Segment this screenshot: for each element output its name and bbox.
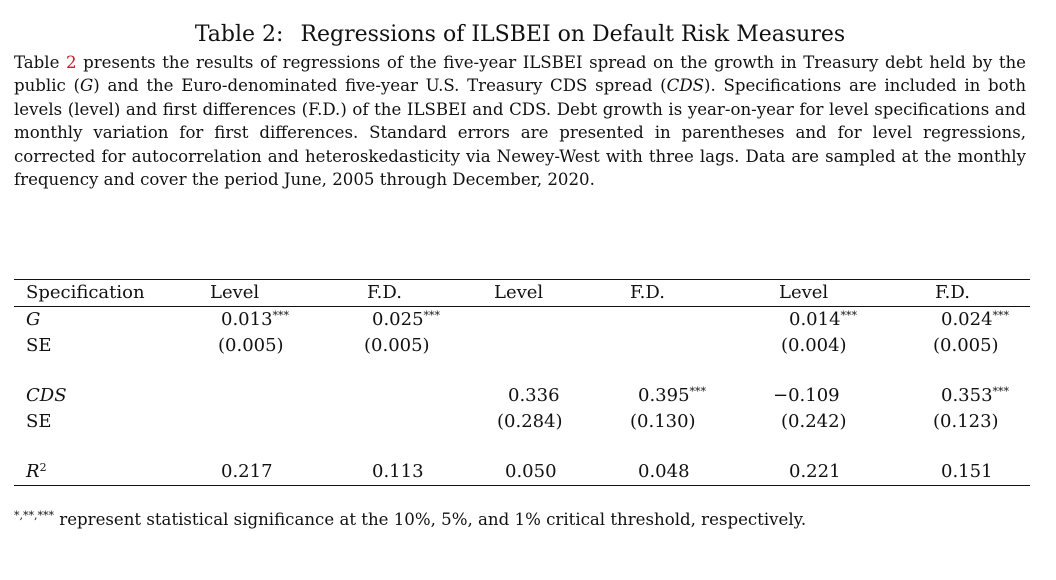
cell-r2-1: 0.217 bbox=[221, 461, 273, 482]
table-footnote: *,**,*** represent statistical significa… bbox=[14, 510, 806, 529]
cell-cds-4: 0.395*** bbox=[638, 385, 707, 406]
table-row-se-g: SE (0.005) (0.005) (0.004) (0.005) bbox=[14, 333, 1030, 359]
header-col-2: F.D. bbox=[367, 282, 402, 303]
row-label-cds: CDS bbox=[26, 385, 67, 406]
table-row-g: G 0.013*** 0.025*** 0.014*** 0.024*** bbox=[14, 307, 1030, 333]
cell-cds-6: 0.353*** bbox=[941, 385, 1010, 406]
caption-title: Regressions of ILSBEI on Default Risk Me… bbox=[300, 22, 846, 47]
cell-cds-3: 0.336 bbox=[508, 385, 560, 406]
caption-label: Table 2: bbox=[194, 22, 284, 47]
table-spacer-row bbox=[14, 359, 1030, 383]
cell-r2-3: 0.050 bbox=[505, 461, 557, 482]
table-row-cds: CDS 0.336 0.395*** −0.109 0.353*** bbox=[14, 383, 1030, 409]
description-symbol-cds: CDS bbox=[666, 76, 705, 96]
cell-se-g-6: (0.005) bbox=[933, 335, 999, 356]
regression-table: Specification Level F.D. Level F.D. Leve… bbox=[14, 279, 1030, 486]
row-label-se-cds: SE bbox=[26, 411, 52, 432]
table-spacer-row-2 bbox=[14, 435, 1030, 459]
header-col-6: F.D. bbox=[935, 282, 970, 303]
table-bottom-rule bbox=[14, 485, 1030, 486]
description-symbol-g: G bbox=[80, 76, 94, 96]
cell-g-1: 0.013*** bbox=[221, 309, 290, 330]
description-part-1: presents the results of regressions of t… bbox=[14, 53, 1026, 96]
header-col-5: Level bbox=[779, 282, 829, 303]
cell-se-g-2: (0.005) bbox=[364, 335, 430, 356]
header-col-1: Level bbox=[210, 282, 260, 303]
header-col-4: F.D. bbox=[630, 282, 665, 303]
table-header-row: Specification Level F.D. Level F.D. Leve… bbox=[14, 280, 1030, 306]
cell-se-cds-4: (0.130) bbox=[630, 411, 696, 432]
cell-cds-5: −0.109 bbox=[773, 385, 840, 406]
table-description: Table 2 presents the results of regressi… bbox=[14, 51, 1026, 191]
table-caption: Table 2: Regressions of ILSBEI on Defaul… bbox=[14, 0, 1026, 48]
row-label-r2: R2 bbox=[26, 461, 47, 482]
table-mid-rule bbox=[14, 306, 1030, 307]
table-row-se-cds: SE (0.284) (0.130) (0.242) (0.123) bbox=[14, 409, 1030, 435]
cell-se-g-1: (0.005) bbox=[218, 335, 284, 356]
cell-r2-2: 0.113 bbox=[372, 461, 424, 482]
description-ref-prefix: Table bbox=[14, 53, 66, 72]
row-label-g: G bbox=[26, 309, 41, 330]
description-part-2: ) and the Euro-denominated five-year U.S… bbox=[93, 76, 667, 96]
footnote-stars: *,**,*** bbox=[14, 509, 54, 522]
cell-se-cds-5: (0.242) bbox=[781, 411, 847, 432]
row-label-se: SE bbox=[26, 335, 52, 356]
cell-g-6: 0.024*** bbox=[941, 309, 1010, 330]
cell-r2-6: 0.151 bbox=[941, 461, 993, 482]
cell-g-5: 0.014*** bbox=[789, 309, 858, 330]
header-specification: Specification bbox=[26, 282, 145, 303]
cell-se-g-5: (0.004) bbox=[781, 335, 847, 356]
cell-r2-4: 0.048 bbox=[638, 461, 690, 482]
cell-r2-5: 0.221 bbox=[789, 461, 841, 482]
header-col-3: Level bbox=[494, 282, 544, 303]
table-ref-link[interactable]: 2 bbox=[65, 53, 77, 72]
cell-g-2: 0.025*** bbox=[372, 309, 441, 330]
description-part-3: ). Specifications are included in both l… bbox=[14, 76, 1027, 190]
table-row-r2: R2 0.217 0.113 0.050 0.048 0.221 0.151 bbox=[14, 459, 1030, 485]
cell-se-cds-6: (0.123) bbox=[933, 411, 999, 432]
cell-se-cds-3: (0.284) bbox=[497, 411, 563, 432]
table-top-rule bbox=[14, 279, 1030, 280]
footnote-text: represent statistical significance at th… bbox=[54, 510, 807, 529]
